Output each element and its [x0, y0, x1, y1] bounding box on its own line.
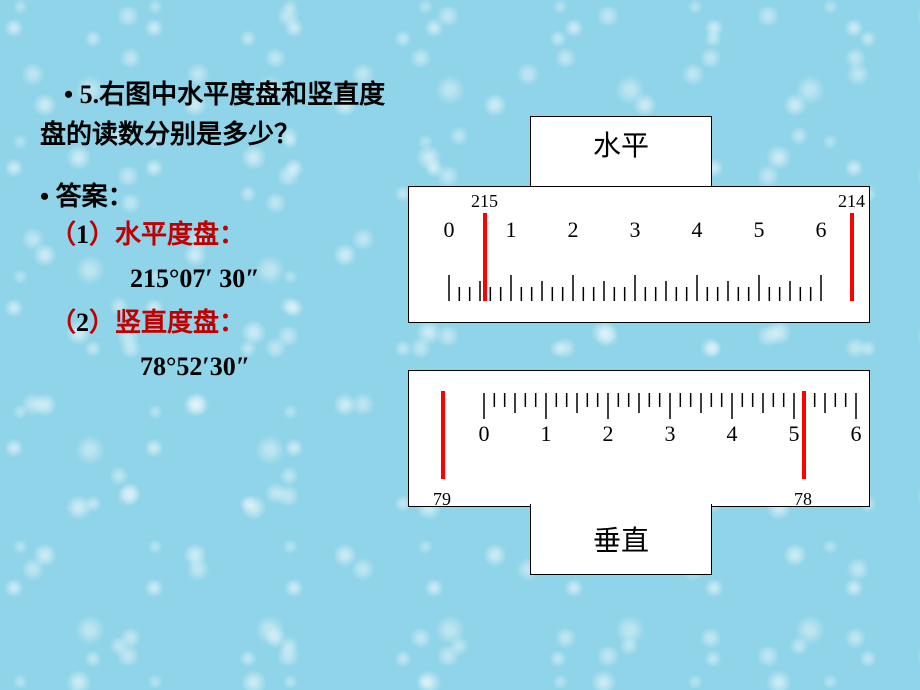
answer-2-suffix: ）竖直度盘： [89, 308, 245, 337]
vertical-scale-box: 0 1 2 3 4 5 6 79 78 [408, 370, 870, 507]
answer-2-value: 78°52′30″ [40, 345, 400, 389]
svg-text:5: 5 [754, 217, 765, 242]
question-number: 5. [80, 80, 100, 109]
bullet-dot: • [64, 80, 80, 109]
horizontal-index-right-label: 214 [838, 191, 865, 212]
answer-2-num: 2 [76, 308, 89, 337]
answer-1-num: 1 [76, 220, 89, 249]
svg-text:3: 3 [665, 421, 676, 446]
horizontal-index-left-line [483, 213, 487, 301]
svg-text:0: 0 [444, 217, 455, 242]
answer-1-prefix: （ [50, 220, 76, 249]
horizontal-scale-box: 0 1 2 3 4 5 6 215 214 [408, 186, 870, 323]
svg-text:4: 4 [727, 421, 738, 446]
svg-text:1: 1 [541, 421, 552, 446]
answer-item-2: （2）竖直度盘： [40, 301, 400, 345]
svg-text:3: 3 [630, 217, 641, 242]
horizontal-index-right-line [850, 213, 854, 301]
svg-text:6: 6 [816, 217, 827, 242]
svg-text:0: 0 [479, 421, 490, 446]
vertical-index-left-line [441, 391, 445, 479]
answer-1-value: 215°07′ 30″ [40, 257, 400, 301]
svg-text:5: 5 [789, 421, 800, 446]
horizontal-label-box: 水平 [530, 116, 712, 187]
question-bullet: • 5.右图中水平度盘和竖直度盘的读数分别是多少？ [40, 75, 400, 156]
svg-text:2: 2 [568, 217, 579, 242]
svg-text:2: 2 [603, 421, 614, 446]
svg-text:1: 1 [506, 217, 517, 242]
answer-item-1: （1）水平度盘： [40, 213, 400, 257]
answer-bullet: • 答案： [40, 176, 400, 213]
svg-text:4: 4 [692, 217, 703, 242]
horizontal-index-left-label: 215 [471, 191, 498, 212]
vertical-index-right-label: 78 [794, 489, 812, 510]
vertical-index-left-label: 79 [433, 489, 451, 510]
answer-label: 答案： [56, 182, 134, 211]
vertical-index-right-line [802, 391, 806, 479]
answer-2-prefix: （ [50, 308, 76, 337]
text-content: • 5.右图中水平度盘和竖直度盘的读数分别是多少？ • 答案： （1）水平度盘：… [40, 75, 400, 390]
bullet-dot: • [40, 182, 56, 211]
diagram-area: 水平 0 1 2 3 4 5 6 215 214 0 1 2 3 4 5 6 79 78 垂直 [400, 110, 900, 670]
vertical-scale-ticks: 0 1 2 3 4 5 6 [409, 371, 869, 506]
svg-text:6: 6 [851, 421, 862, 446]
vertical-label-box: 垂直 [530, 504, 712, 575]
answer-1-suffix: ）水平度盘： [89, 220, 245, 249]
